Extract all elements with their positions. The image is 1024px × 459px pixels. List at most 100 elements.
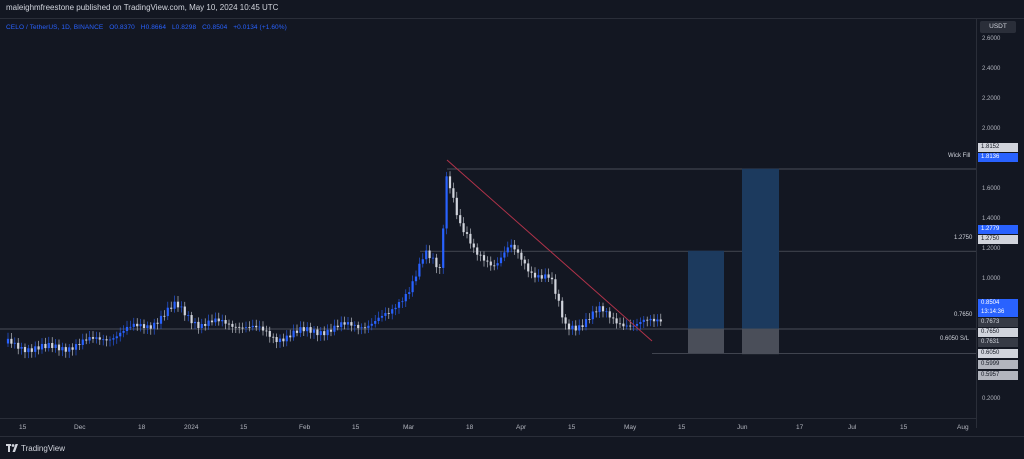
- x-tick: 15: [240, 424, 248, 431]
- candle-body: [214, 318, 217, 323]
- candle-body: [20, 347, 23, 349]
- candle-body: [272, 336, 275, 338]
- candle-body: [227, 323, 231, 325]
- candle-body: [561, 300, 564, 318]
- price-tag-7: 0.7650: [978, 328, 1018, 337]
- candle-body: [149, 325, 152, 329]
- y-tick: 1.6000: [982, 186, 1001, 192]
- price-tag-4: 1.2750: [978, 235, 1018, 244]
- candle-body: [612, 317, 615, 319]
- candle-body: [557, 293, 560, 301]
- candle-body: [37, 346, 40, 350]
- candle-body: [486, 260, 489, 262]
- price-tag-2: 1.8136: [978, 153, 1018, 162]
- candle-body: [408, 292, 411, 294]
- candle-body: [574, 325, 577, 331]
- candle-body: [622, 323, 625, 327]
- candle-body: [299, 327, 302, 333]
- x-tick: 17: [796, 424, 804, 431]
- position-boxes: [688, 168, 779, 355]
- candle-body: [23, 347, 27, 353]
- candle-body: [428, 250, 431, 259]
- candle-body: [316, 329, 319, 336]
- currency-button[interactable]: USDT: [980, 21, 1016, 33]
- time-axis[interactable]: [0, 418, 976, 433]
- level-1275-label: 1.2750: [954, 235, 973, 241]
- candle-body: [156, 322, 159, 324]
- candle-body: [54, 344, 57, 348]
- candle-body: [642, 319, 645, 322]
- open-value: O0.8370: [109, 24, 135, 31]
- candle-body: [442, 228, 445, 268]
- candle-body: [547, 274, 550, 278]
- candle-body: [435, 257, 438, 268]
- candle-body: [136, 323, 139, 327]
- candle-body: [98, 337, 101, 340]
- candle-body: [282, 338, 285, 342]
- candle-body: [187, 315, 190, 316]
- candle-body: [265, 330, 268, 332]
- symbol-legend[interactable]: CELO / TetherUS, 1D, BINANCE O0.8370 H0.…: [6, 24, 291, 31]
- target-box: [742, 168, 779, 329]
- candle-body: [231, 323, 234, 327]
- candle-body: [618, 323, 622, 325]
- candle-body: [190, 315, 193, 324]
- candle-body: [649, 318, 652, 321]
- x-tick: 15: [19, 424, 27, 431]
- chart-canvas[interactable]: [0, 18, 1024, 428]
- candle-body: [540, 275, 543, 279]
- price-tag-1: 1.8152: [978, 143, 1018, 152]
- candle-body: [159, 315, 163, 324]
- price-tag-6: 0.7673: [978, 318, 1018, 327]
- candle-body: [363, 327, 367, 329]
- tradingview-logo[interactable]: TradingView: [6, 444, 65, 453]
- candle-body: [537, 275, 540, 278]
- candle-body: [81, 339, 84, 345]
- candle-body: [659, 319, 662, 322]
- x-tick: Mar: [403, 424, 415, 431]
- candle-body: [146, 325, 149, 329]
- candle-body: [455, 197, 458, 216]
- candle-body: [244, 327, 248, 328]
- candle-body: [479, 254, 482, 256]
- publisher-text: maleighmfreestone published on TradingVi…: [6, 3, 279, 12]
- candle-body: [340, 322, 343, 328]
- candle-body: [615, 318, 618, 324]
- price-axis[interactable]: [976, 18, 1024, 428]
- candle-body: [251, 325, 254, 328]
- price-tag-11: 0.5957: [978, 371, 1018, 380]
- candle-body: [391, 309, 394, 314]
- candle-body: [476, 247, 479, 255]
- candle-body: [326, 329, 329, 336]
- candle-body: [482, 255, 486, 261]
- candle-body: [105, 339, 108, 341]
- price-tag-10: 0.5999: [978, 360, 1018, 369]
- candle-body: [520, 252, 523, 260]
- x-tick: 15: [352, 424, 360, 431]
- candle-body: [166, 307, 169, 317]
- candle-body: [598, 306, 601, 313]
- candle-body: [387, 313, 390, 314]
- candle-body: [550, 277, 554, 280]
- candle-body: [139, 324, 142, 327]
- price-tag-5-timer: 13:14:36: [978, 308, 1018, 317]
- candle-body: [295, 330, 299, 333]
- candle-body: [268, 330, 271, 337]
- candle-body: [193, 321, 197, 324]
- candle-body: [258, 326, 261, 328]
- candle-body: [578, 325, 581, 331]
- candle-body: [527, 263, 530, 272]
- symbol-name: CELO / TetherUS, 1D, BINANCE: [6, 24, 104, 31]
- price-tag-5: 0.8504: [978, 299, 1018, 308]
- candle-body: [635, 324, 639, 326]
- price-tag-9: 0.6050: [978, 349, 1018, 358]
- stop-box: [688, 328, 724, 354]
- candle-body: [506, 247, 509, 253]
- candle-body: [302, 327, 305, 332]
- candle-body: [153, 322, 156, 329]
- y-tick: 2.0000: [982, 126, 1001, 132]
- candle-body: [571, 325, 574, 330]
- level-0765-label: 0.7650: [954, 312, 973, 318]
- x-tick: Jul: [848, 424, 857, 431]
- candle-body: [248, 327, 251, 328]
